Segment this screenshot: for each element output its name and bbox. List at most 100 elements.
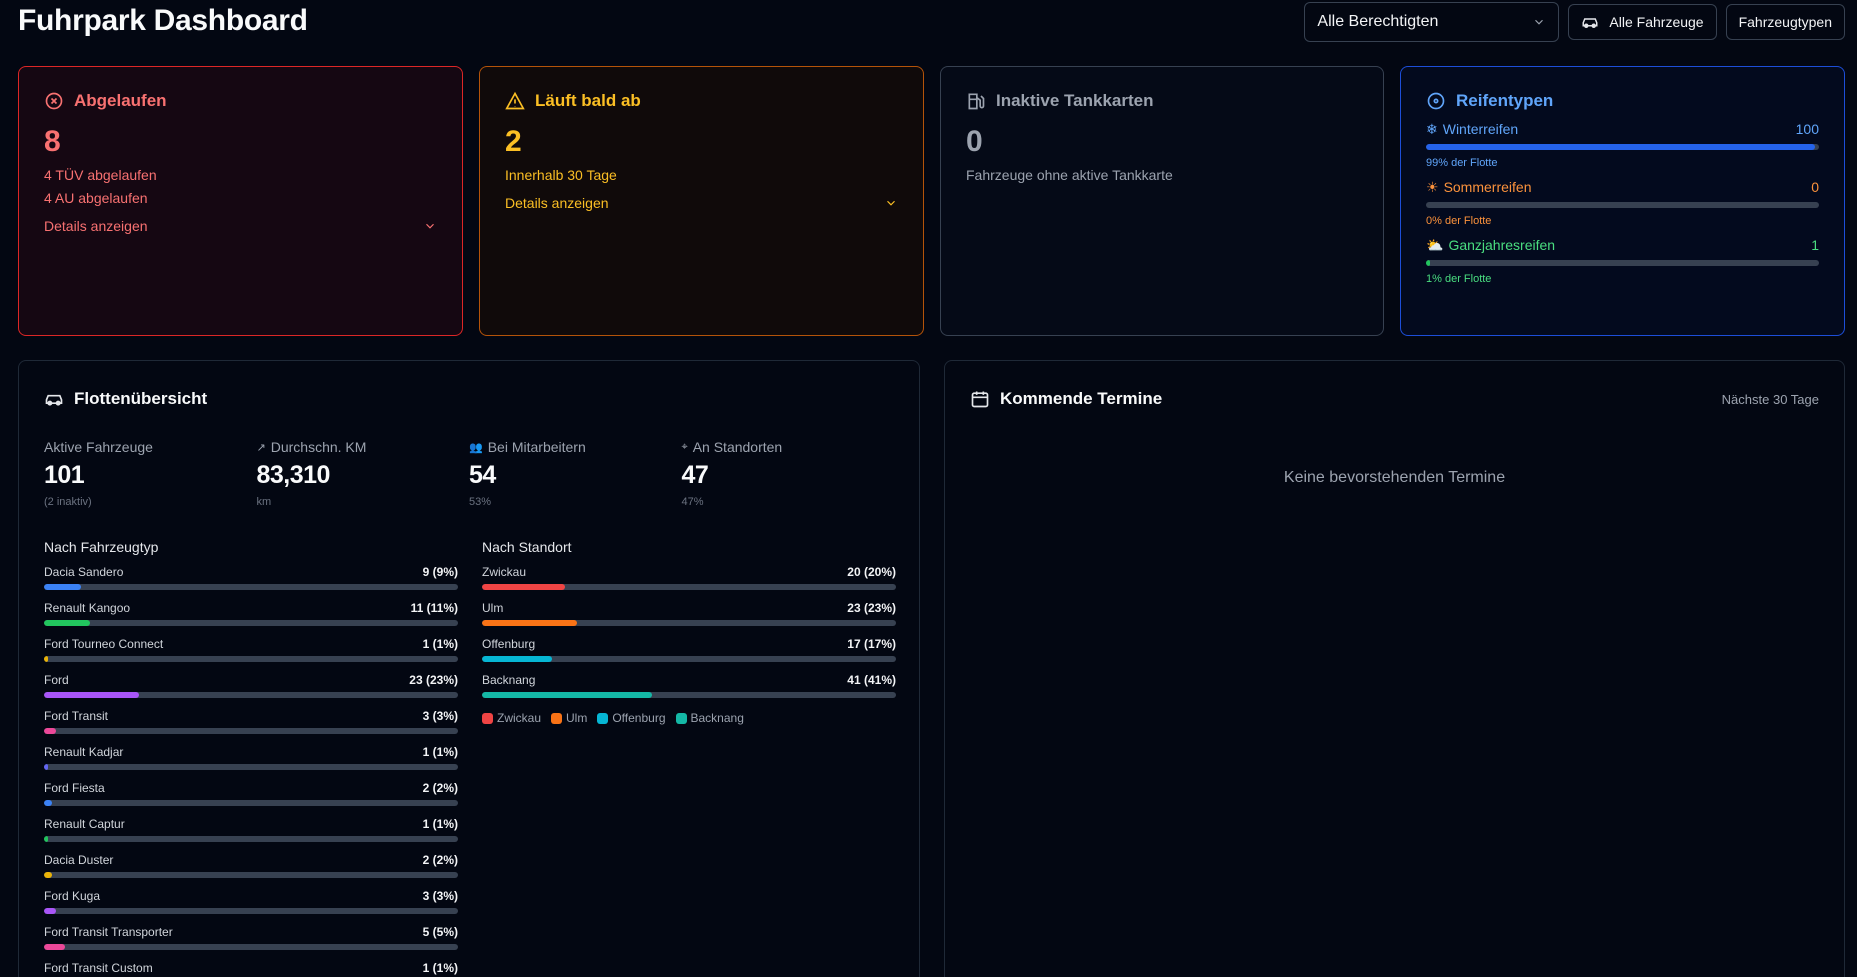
vehicle-type-bar-label: Dacia Sandero (44, 565, 124, 579)
vehicle-type-bar-fill (44, 764, 49, 770)
expired-details-toggle[interactable]: Details anzeigen (44, 218, 437, 234)
location-legend: Zwickau Ulm Offenburg Backnang (482, 711, 896, 725)
location-bar-fill (482, 692, 652, 698)
vehicle-type-bar-fill (44, 692, 140, 698)
location-bar-fill (482, 656, 553, 662)
fleet-stat-label-wrap: ↗ Durchschn. KM (257, 439, 470, 455)
location-bar-row-top: Zwickau 20 (20%) (482, 565, 896, 579)
vehicle-type-bar-fill (44, 800, 53, 806)
fleet-overview-title: Flottenübersicht (74, 389, 208, 408)
vehicle-type-bar-row-top: Ford Tourneo Connect 1 (1%) (44, 637, 458, 651)
tire-type-percent: 99% der Flotte (1426, 157, 1498, 169)
fleet-stats: Aktive Fahrzeuge 101 (2 inaktiv) ↗ Durchschn… (44, 439, 894, 508)
vehicle-type-bar-value: 11 (11%) (410, 601, 458, 615)
expired-card-header: Abgelaufen (44, 91, 437, 111)
tire-type-top: ❄ Winterreifen 100 (1426, 121, 1819, 138)
vehicle-type-bars: Dacia Sandero 9 (9%) Renault Kangoo 11 (11%… (44, 565, 458, 977)
tire-type-icon: ☀ (1426, 179, 1439, 195)
fleet-stat-icon: ↗ (256, 441, 266, 454)
tire-type-label: Sommerreifen (1443, 179, 1532, 195)
car-icon (1582, 18, 1598, 28)
fleet-stat-value: 83,310 (256, 461, 331, 489)
expired-tuv: 4 TÜV abgelaufen (44, 167, 157, 183)
vehicle-type-bar-value: 1 (1%) (422, 961, 458, 975)
vehicle-type-bar-row: Renault Captur 1 (1%) (44, 817, 458, 843)
vehicle-types-label: Fahrzeugtypen (1738, 14, 1832, 30)
vehicle-types-button[interactable]: Fahrzeugtypen (1725, 4, 1845, 40)
vehicle-type-bar-fill (44, 908, 57, 914)
expired-count: 8 (44, 125, 61, 158)
inactive-fuel-cards-card: Inaktive Tankkarten 0 Fahrzeuge ohne akt… (940, 66, 1384, 336)
vehicle-type-bar-value: 3 (3%) (422, 709, 458, 723)
vehicle-type-bar-row-top: Renault Kadjar 1 (1%) (44, 745, 458, 759)
vehicle-type-bar-row: Ford Transit 3 (3%) (44, 709, 458, 735)
location-legend-item: Ulm (551, 711, 587, 725)
fuel-pump-icon (968, 93, 985, 110)
vehicle-type-bar-row-top: Ford 23 (23%) (44, 673, 458, 687)
location-bar-value: 17 (17%) (847, 637, 896, 651)
location-bar-row-top: Ulm 23 (23%) (482, 601, 896, 615)
legend-label: Backnang (690, 711, 744, 725)
vehicle-type-bar-row-top: Renault Captur 1 (1%) (44, 817, 458, 831)
location-bar-label: Offenburg (482, 637, 536, 651)
fleet-stat-sub: km (256, 496, 272, 508)
vehicle-type-bar-track (44, 620, 458, 626)
vehicle-type-bar-fill (44, 584, 82, 590)
fleet-stat: ↗ Durchschn. KM 83,310 km (257, 439, 470, 508)
fleet-stat-value: 54 (469, 461, 496, 489)
by-vehicle-type-title: Nach Fahrzeugtyp (44, 539, 159, 555)
location-bar-row: Backnang 41 (41%) (482, 673, 896, 699)
vehicle-type-bar-label: Ford Fiesta (44, 781, 105, 795)
all-vehicles-button[interactable]: Alle Fahrzeuge (1568, 4, 1717, 40)
legend-swatch (597, 712, 609, 724)
vehicle-type-bar-label: Ford Transit Custom (44, 961, 153, 975)
vehicle-type-bar-label: Ford Tourneo Connect (44, 637, 164, 651)
expiring-soon-card: Läuft bald ab 2 Innerhalb 30 Tage Detail… (479, 66, 924, 336)
expiring-soon-details-toggle[interactable]: Details anzeigen (505, 195, 898, 211)
all-vehicles-label: Alle Fahrzeuge (1609, 14, 1704, 30)
location-bar-value: 23 (23%) (847, 601, 896, 615)
vehicle-type-bar-label: Dacia Duster (44, 853, 114, 867)
legend-swatch (482, 712, 493, 724)
inactive-fuel-cards-title: Inaktive Tankkarten (996, 91, 1154, 110)
fleet-stat-label: Durchschn. KM (270, 439, 367, 455)
car-icon (45, 394, 63, 406)
chevron-down-icon (426, 223, 434, 229)
fleet-stat-label: Aktive Fahrzeuge (44, 439, 153, 455)
tire-types-card: Reifentypen ❄ Winterreifen 100 99% der Flot… (1400, 66, 1845, 336)
by-vehicle-type-section: Nach Fahrzeugtyp Dacia Sandero 9 (9%) Rena… (44, 539, 458, 977)
fleet-stat: ⌖ An Standorten 47 47% (682, 439, 895, 508)
permission-select[interactable]: Alle Berechtigten (1304, 2, 1560, 42)
fleet-stat-value: 101 (44, 461, 85, 489)
tire-type-label: Ganzjahresreifen (1448, 237, 1556, 253)
vehicle-type-bar-track (44, 764, 458, 770)
tire-type-row: ☀ Sommerreifen 0 0% der Flotte (1426, 179, 1819, 227)
fleet-stat-label-wrap: 👥 Bei Mitarbeitern (469, 439, 682, 455)
inactive-fuel-cards-header: Inaktive Tankkarten (966, 91, 1358, 111)
vehicle-type-bar-value: 1 (1%) (422, 745, 458, 759)
fleet-overview-header: Flottenübersicht (44, 389, 894, 409)
vehicle-type-bar-row-top: Dacia Sandero 9 (9%) (44, 565, 458, 579)
expiring-soon-details-label: Details anzeigen (505, 195, 609, 211)
location-bar-label: Backnang (482, 673, 536, 687)
location-bar-track (482, 656, 896, 662)
vehicle-type-bar-fill (44, 728, 57, 734)
chevron-down-icon (1535, 19, 1544, 25)
vehicle-type-bar-track (44, 692, 458, 698)
vehicle-type-bar-value: 2 (2%) (422, 853, 458, 867)
vehicle-type-bar-row-top: Ford Transit 3 (3%) (44, 709, 458, 723)
location-legend-item: Zwickau (482, 711, 541, 725)
permission-select-value: Alle Berechtigten (1317, 13, 1439, 30)
vehicle-type-bar-track (44, 908, 458, 914)
tire-type-label-wrap: ⛅ Ganzjahresreifen (1426, 237, 1555, 254)
legend-label: Ulm (566, 711, 588, 725)
inactive-fuel-cards-count: 0 (966, 125, 983, 158)
tire-type-bar-fill (1426, 260, 1430, 266)
vehicle-type-bar-track (44, 584, 458, 590)
fleet-stat-sub: 53% (469, 496, 492, 508)
location-bar-value: 20 (20%) (847, 565, 896, 579)
vehicle-type-bar-track (44, 872, 458, 878)
vehicle-type-bar-row-top: Renault Kangoo 11 (11%) (44, 601, 458, 615)
fleet-stat: 👥 Bei Mitarbeitern 54 53% (469, 439, 682, 508)
vehicle-type-bar-row-top: Ford Transit Transporter 5 (5%) (44, 925, 458, 939)
